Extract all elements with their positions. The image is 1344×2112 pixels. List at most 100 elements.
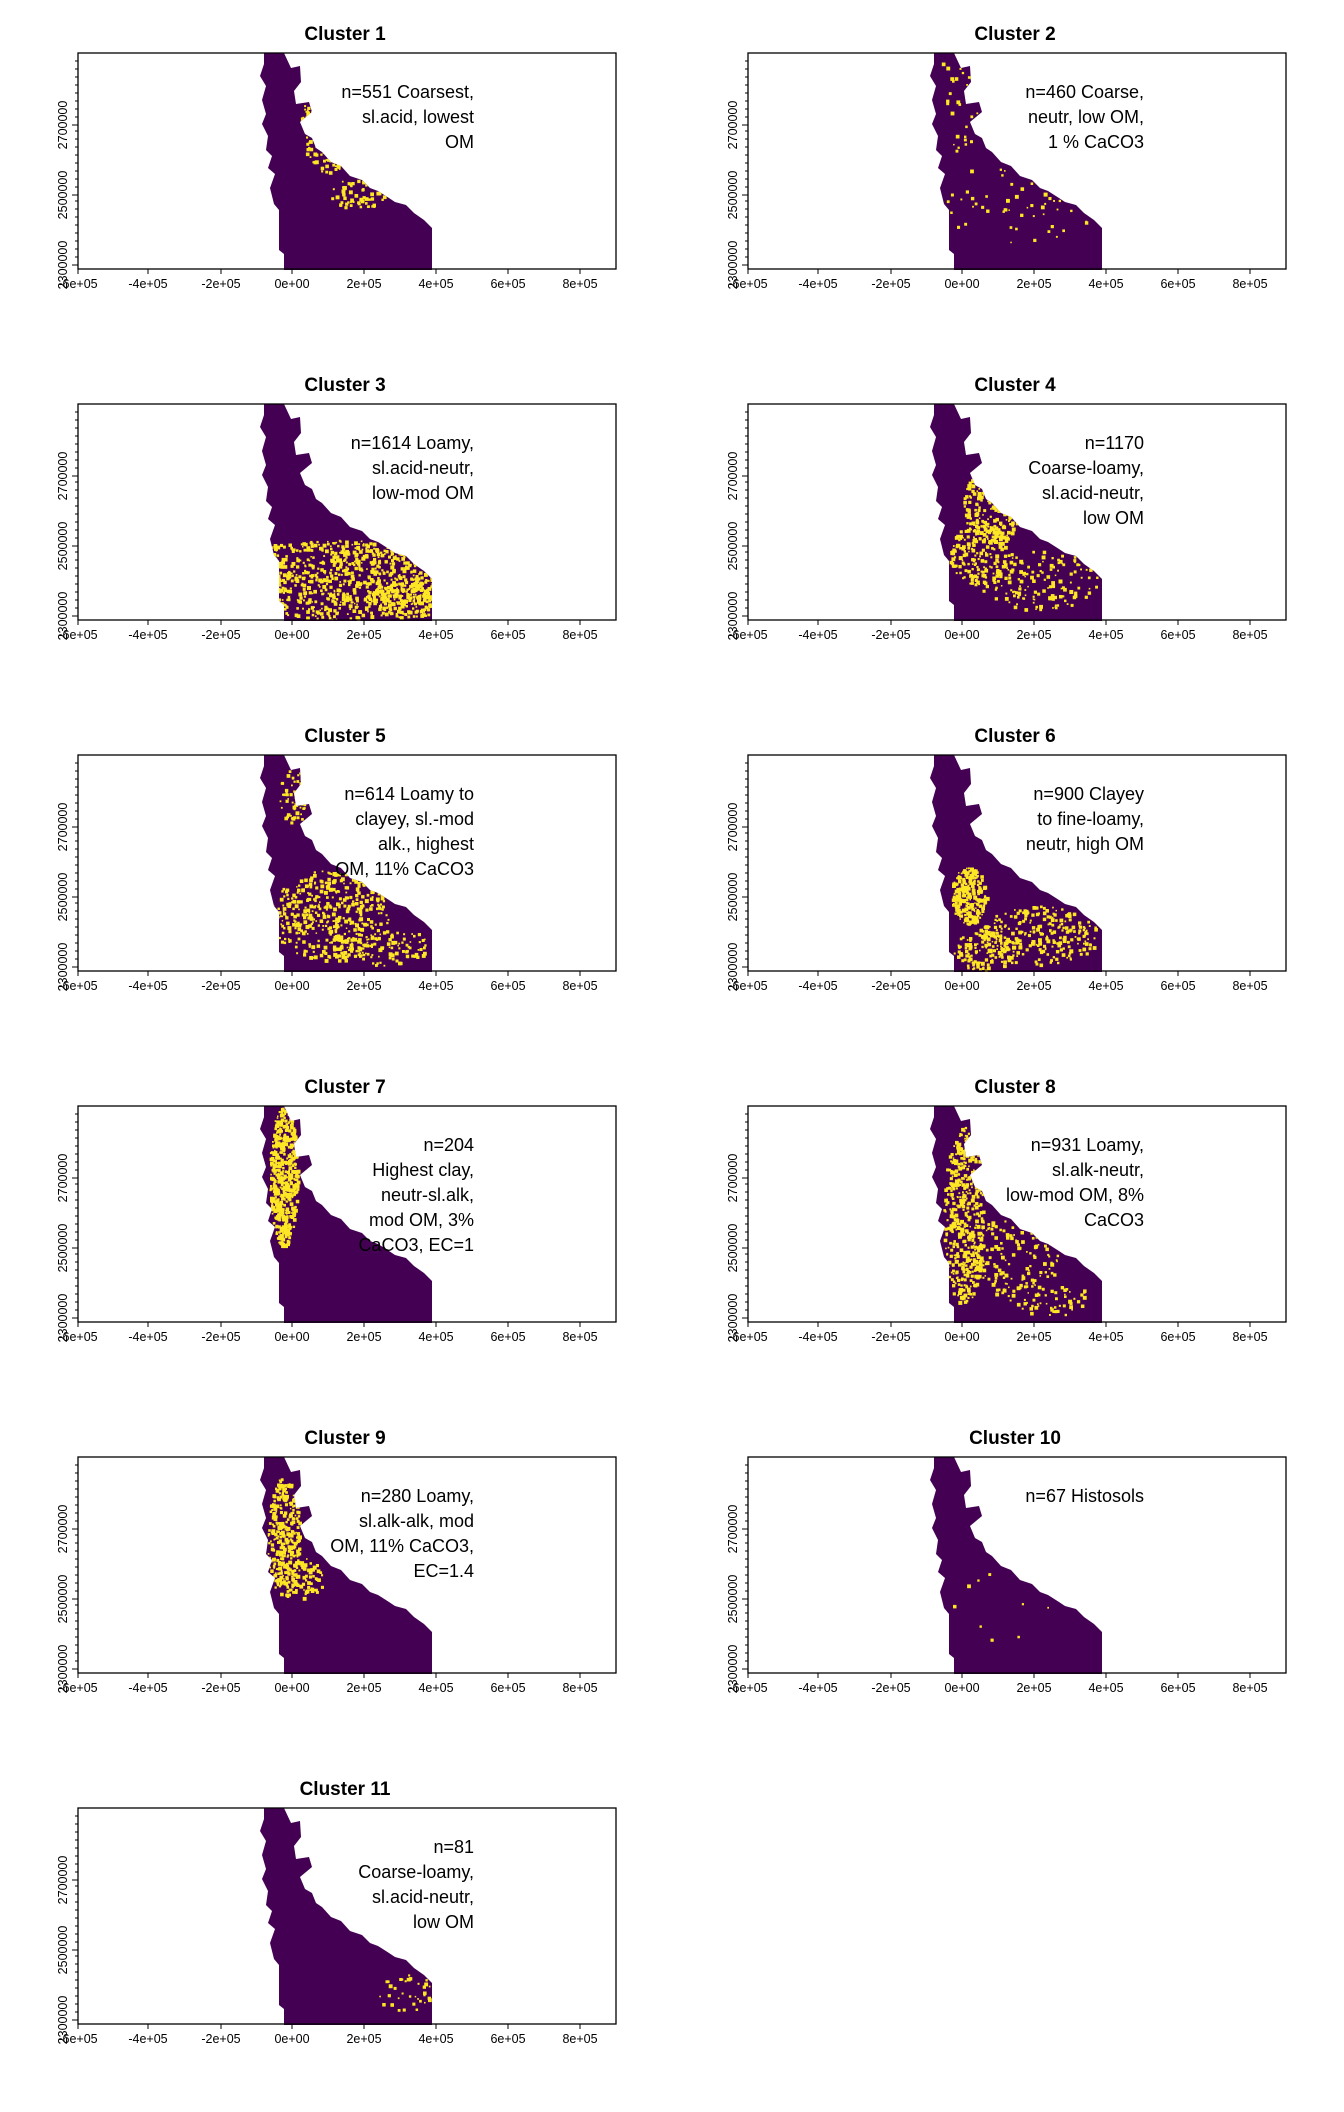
- cluster-cell: [293, 1142, 296, 1144]
- cluster-cell: [1067, 914, 1072, 918]
- cluster-cell: [235, 593, 237, 595]
- cluster-cell: [1010, 956, 1014, 960]
- cluster-cell: [958, 556, 963, 561]
- cluster-cell: [372, 542, 377, 547]
- cluster-cell: [952, 1269, 955, 1273]
- cluster-cell: [977, 496, 981, 501]
- cluster-cell: [358, 907, 362, 912]
- cluster-cell: [425, 579, 428, 582]
- cluster-cell: [965, 1135, 969, 1138]
- cluster-cell: [951, 564, 955, 568]
- cluster-cell: [969, 915, 974, 919]
- cluster-cell: [215, 578, 217, 580]
- cluster-cell: [268, 1533, 270, 1535]
- cluster-cell: [1062, 937, 1066, 941]
- cluster-cell: [1008, 209, 1010, 211]
- cluster-cell: [333, 925, 336, 929]
- cluster-cell: [950, 1248, 954, 1252]
- annotation-line: sl.alk-neutr,: [1052, 1160, 1144, 1180]
- cluster-cell: [975, 530, 979, 534]
- cluster-cell: [338, 573, 341, 576]
- cluster-cell: [1000, 930, 1003, 933]
- cluster-cell: [281, 1214, 286, 1219]
- cluster-cell: [1059, 179, 1064, 183]
- cluster-cell: [274, 580, 277, 582]
- cluster-cell: [1043, 1262, 1047, 1266]
- cluster-cell: [400, 587, 404, 591]
- cluster-cell: [974, 1205, 979, 1210]
- cluster-cell: [950, 1214, 954, 1218]
- cluster-cell: [373, 596, 376, 599]
- cluster-cell: [1053, 200, 1055, 202]
- cluster-cell: [345, 147, 348, 150]
- cluster-cell: [294, 1136, 298, 1141]
- cluster-cell: [245, 594, 247, 596]
- cluster-cell: [267, 572, 270, 575]
- cluster-cell: [1094, 928, 1098, 932]
- cluster-cell: [287, 1112, 291, 1115]
- cluster-cell: [981, 940, 985, 944]
- cluster-cell: [362, 544, 365, 547]
- cluster-cell: [1037, 912, 1040, 915]
- cluster-cell: [982, 1234, 985, 1237]
- cluster-cell: [975, 1189, 979, 1193]
- cluster-cell: [366, 944, 370, 948]
- cluster-cell: [946, 66, 951, 71]
- cluster-cell: [1083, 942, 1085, 945]
- cluster-cell: [956, 1196, 959, 1198]
- cluster-cell: [360, 569, 364, 572]
- cluster-cell: [395, 589, 399, 593]
- bay-water: [309, 814, 326, 830]
- cluster-cell: [1036, 182, 1039, 185]
- cluster-cell: [965, 515, 967, 518]
- cluster-cell: [963, 1225, 966, 1228]
- cluster-cell: [989, 553, 992, 556]
- cluster-cell: [287, 1145, 291, 1149]
- cluster-cell: [959, 915, 961, 918]
- cluster-cell: [263, 549, 267, 553]
- cluster-cell: [358, 918, 362, 922]
- cluster-cell: [1010, 479, 1014, 483]
- cluster-cell: [1013, 594, 1016, 598]
- cluster-cell: [991, 479, 995, 483]
- cluster-cell: [1017, 501, 1020, 504]
- cluster-cell: [995, 554, 1000, 559]
- cluster-cell: [991, 1223, 995, 1227]
- cluster-cell: [248, 597, 251, 600]
- cluster-cell: [402, 569, 407, 574]
- cluster-cell: [277, 1172, 280, 1175]
- cluster-cell: [1045, 1247, 1049, 1252]
- cluster-cell: [976, 874, 979, 878]
- cluster-cell: [951, 1161, 955, 1165]
- cluster-cell: [1012, 1294, 1015, 1297]
- cluster-cell: [971, 548, 976, 553]
- cluster-cell: [357, 201, 360, 205]
- cluster-cell: [964, 38, 967, 41]
- plot-frame: [747, 754, 1287, 972]
- cluster-cell: [416, 955, 420, 959]
- cluster-cell: [1050, 918, 1055, 922]
- cluster-cell: [272, 1165, 275, 1168]
- x-tick-label: -2e+05: [201, 1330, 240, 1344]
- cluster-cell: [354, 547, 357, 550]
- cluster-cell: [417, 577, 421, 581]
- cluster-cell: [958, 1135, 961, 1137]
- cluster-cell: [282, 1125, 287, 1129]
- cluster-cell: [242, 560, 244, 562]
- cluster-cell: [410, 577, 413, 580]
- cluster-cell: [974, 950, 978, 954]
- cluster-cell: [998, 492, 1001, 495]
- cluster-cell: [985, 930, 988, 933]
- cluster-cell: [982, 1268, 987, 1273]
- cluster-cell: [291, 784, 293, 787]
- cluster-cell: [967, 922, 971, 926]
- cluster-cell: [294, 792, 298, 796]
- cluster-cell: [962, 1191, 964, 1194]
- cluster-cell: [375, 581, 380, 586]
- cluster-cell: [340, 134, 343, 137]
- cluster-cell: [946, 1168, 950, 1172]
- cluster-cell: [1009, 226, 1013, 229]
- cluster-cell: [1011, 521, 1015, 526]
- cluster-cell: [1007, 955, 1011, 959]
- cluster-cell: [420, 601, 424, 606]
